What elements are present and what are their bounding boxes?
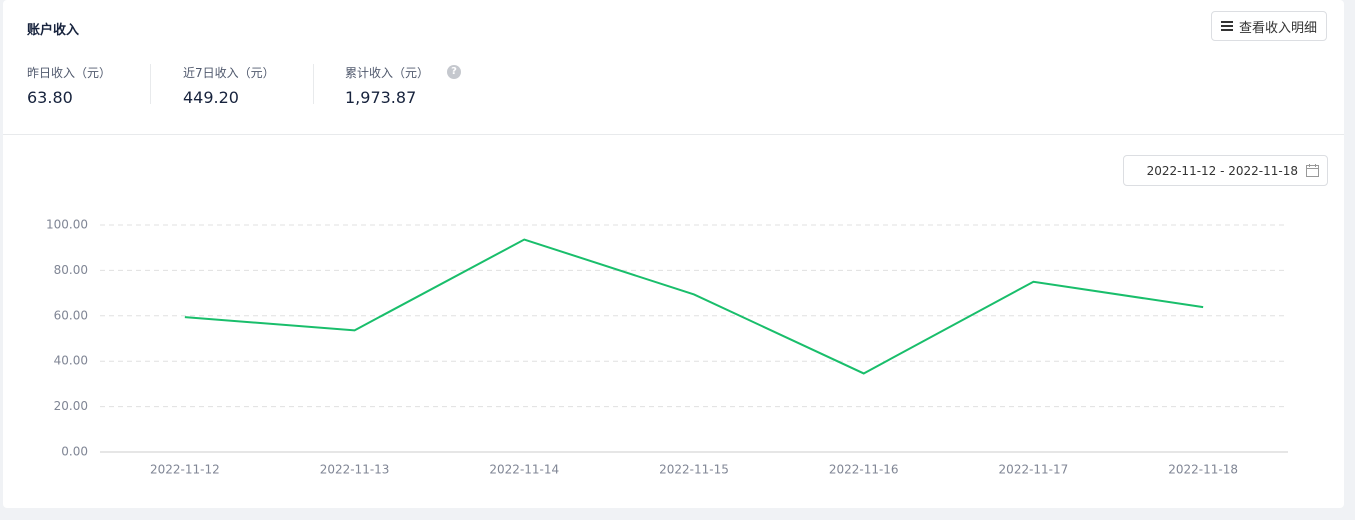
calendar-icon [1306,164,1319,177]
date-range: 2022-11-12 - 2022-11-18 [1146,163,1298,178]
separator [150,64,151,104]
y-tick-label: 20.00 [54,399,88,413]
x-tick-label: 2022-11-14 [489,463,559,477]
stat-value: 449.20 [183,88,239,107]
stat-value: 1,973.87 [345,88,417,107]
card-title: 账户收入 [27,23,80,38]
income-card: 账户收入 查看收入明细 昨日收入（元） 63.80 近7日收入（元） 449.2… [3,0,1344,508]
x-tick-label: 2022-11-16 [829,463,899,477]
date-picker[interactable]: 2022-11-12 - 2022-11-18 [1123,155,1328,186]
x-tick-label: 2022-11-17 [999,463,1069,477]
stat-label: 昨日收入（元） [27,66,112,80]
stat-value: 63.80 [27,88,73,107]
button-label: 查看收入明细 [1238,20,1317,36]
detail-button[interactable]: 查看收入明细 [1211,11,1327,41]
x-tick-label: 2022-11-12 [150,463,220,477]
y-tick-label: 80.00 [54,263,88,277]
stat-label: 累计收入（元） [345,66,430,80]
y-tick-label: 60.00 [54,308,88,322]
y-tick-label: 40.00 [54,354,88,368]
help-icon[interactable]: ? [447,65,461,79]
divider [3,134,1344,135]
x-tick-label: 2022-11-13 [320,463,390,477]
x-tick-label: 2022-11-15 [659,463,729,477]
separator [313,64,314,104]
menu-icon [1220,21,1233,31]
y-tick-label: 0.00 [61,445,88,459]
stat-label: 近7日收入（元） [183,66,275,80]
y-tick-label: 100.00 [46,218,88,232]
x-tick-label: 2022-11-18 [1168,463,1238,477]
line [184,238,1204,375]
